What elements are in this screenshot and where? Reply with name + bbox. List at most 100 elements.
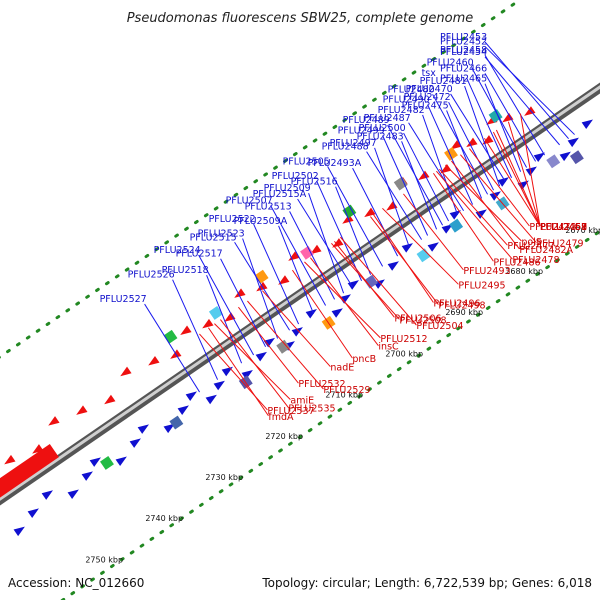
- label-leader: [460, 154, 537, 244]
- forward-gene: [581, 119, 593, 130]
- label-leader: [433, 172, 494, 262]
- gene-label-forward: PFLU2516: [291, 177, 338, 188]
- gene-label-forward: PFLU2481: [420, 76, 467, 87]
- gene-label-reverse: fmdA: [268, 412, 294, 423]
- forward-gene: [41, 490, 53, 500]
- label-leader: [403, 132, 450, 222]
- forward-gene: [475, 209, 487, 219]
- label-leader: [408, 122, 465, 212]
- feature-box: [169, 415, 184, 430]
- label-leader: [466, 77, 513, 179]
- gene-label-forward: PFLU2466: [440, 63, 487, 74]
- gene-label-reverse: PFLU2532: [298, 379, 345, 390]
- label-leader: [335, 186, 372, 275]
- gene-label-forward: PFLU2475: [402, 100, 449, 111]
- gene-label-forward: PFLU2482: [378, 105, 425, 116]
- gene-label-reverse: nadE: [330, 363, 354, 374]
- feature-box: [276, 339, 291, 354]
- label-leader: [238, 306, 299, 384]
- gene-label-forward: PFLU2489: [343, 115, 390, 126]
- gene-label-reverse: PFLU2512: [380, 334, 427, 345]
- gene-label-forward: PFLU2465: [440, 74, 487, 85]
- label-leader: [316, 180, 363, 282]
- gene-label-reverse: PFLU2493: [463, 266, 510, 277]
- gene-label-forward: PFLU2483: [357, 131, 404, 142]
- gene-label-forward: PFLU2523: [198, 229, 245, 240]
- summary-text: Topology: circular; Length: 6,722,539 bp…: [261, 576, 592, 590]
- reverse-gene: [502, 112, 514, 123]
- forward-gene: [427, 242, 439, 252]
- gene-label-reverse: PFLU2498: [438, 301, 485, 312]
- gene-label-forward: PFLU2493A: [308, 158, 362, 169]
- gene-label-forward: PFLU2499: [338, 126, 385, 137]
- reverse-gene: [440, 163, 452, 174]
- feature-box: [449, 218, 464, 233]
- label-leader: [382, 207, 459, 285]
- forward-gene: [559, 151, 571, 162]
- label-leader: [445, 164, 522, 242]
- feature-box: [300, 245, 314, 260]
- label-leader: [382, 135, 429, 236]
- feature-box: [444, 146, 458, 161]
- forward-gene: [331, 308, 343, 318]
- feature-box: [100, 455, 114, 470]
- gene-label-forward: PFLU2480: [388, 84, 435, 95]
- reverse-gene: [482, 135, 494, 145]
- gene-label-reverse: PFLU2477: [507, 241, 554, 252]
- label-leader: [242, 238, 279, 339]
- forward-gene: [27, 508, 39, 518]
- label-leader: [519, 113, 541, 227]
- ruler-label: 2730 kbp: [205, 473, 243, 482]
- gene-label-forward: PFLU2513: [245, 201, 292, 212]
- label-leader: [262, 290, 331, 368]
- gene-label-reverse: PFLU2457: [540, 222, 587, 233]
- forward-gene: [533, 152, 545, 162]
- label-leader: [206, 275, 243, 364]
- gene-label-reverse: PFLU2482A: [519, 245, 573, 256]
- reverse-gene: [148, 355, 160, 366]
- forward-gene: [67, 489, 79, 500]
- gene-label-forward: PFLU2488: [322, 142, 369, 153]
- gene-label-reverse: PFLU2478: [512, 255, 559, 266]
- forward-gene: [205, 394, 217, 405]
- ruler-label: 2750 kbp: [85, 555, 123, 564]
- label-leader: [403, 193, 464, 271]
- label-leader: [292, 269, 353, 359]
- reverse-gene: [364, 207, 376, 218]
- reverse-gene: [278, 275, 290, 285]
- gene-label-forward: PFLU2490: [383, 95, 430, 106]
- forward-gene: [255, 351, 267, 362]
- reverse-gene: [466, 137, 478, 148]
- label-leader: [439, 168, 508, 246]
- label-leader: [492, 131, 541, 227]
- feature-box: [416, 248, 431, 263]
- ruler-label: 2670 kbp: [565, 226, 600, 235]
- gene-label-forward: PFLU2515A: [253, 189, 307, 200]
- forward-gene: [221, 366, 233, 377]
- gene-label-reverse: PFLU2495: [458, 280, 505, 291]
- gene-label-reverse: amiE: [290, 396, 314, 407]
- label-leader: [483, 137, 541, 227]
- forward-gene: [489, 191, 501, 201]
- upper-tick-guide: [60, 229, 600, 600]
- gene-label-forward: PFLU2452: [440, 37, 487, 48]
- gene-label-forward: tsx: [422, 68, 437, 79]
- label-leader: [436, 170, 513, 260]
- gene-label-reverse: PFLU2479: [536, 239, 583, 250]
- label-leader: [308, 193, 345, 294]
- label-leader: [234, 241, 291, 331]
- gene-label-reverse: pncB: [352, 354, 376, 365]
- reverse-gene: [4, 454, 16, 465]
- label-leader: [464, 85, 501, 187]
- reverse-gene: [76, 405, 88, 415]
- large-reverse-gene: [0, 443, 59, 498]
- forward-gene: [137, 424, 149, 434]
- forward-gene: [241, 370, 253, 380]
- feature-box: [569, 150, 584, 165]
- label-leader: [484, 46, 575, 135]
- gene-label-forward: PFLU2454: [440, 47, 487, 58]
- label-leader: [172, 279, 219, 380]
- gene-label-forward: PFLU2517: [176, 249, 223, 260]
- gene-label-forward: PFLU2502: [272, 171, 319, 182]
- label-leader: [214, 323, 291, 401]
